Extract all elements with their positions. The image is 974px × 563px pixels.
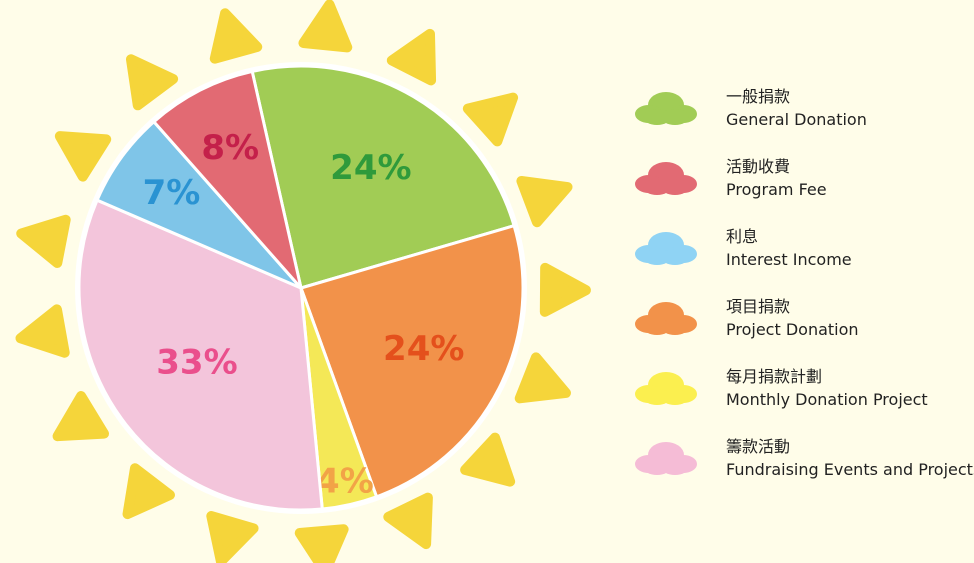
sun-ray xyxy=(383,492,433,550)
slice-label: 24% xyxy=(383,329,464,369)
pie-slice xyxy=(151,69,303,289)
legend-label-en: Program Fee xyxy=(726,180,827,199)
sun-ray xyxy=(539,262,591,317)
sun-ray xyxy=(386,28,437,86)
cloud-part xyxy=(661,389,689,405)
legend-label-en: Interest Income xyxy=(726,250,852,269)
legend-icon xyxy=(635,162,697,195)
legend-label-en: General Donation xyxy=(726,110,867,129)
legend-label-zh: 項目捐款 xyxy=(726,297,790,316)
sun-ray xyxy=(460,432,516,487)
legend-label-zh: 活動收費 xyxy=(726,157,790,176)
sun-ray xyxy=(16,214,71,268)
cloud-part xyxy=(661,249,689,265)
sun-ray xyxy=(294,524,349,563)
slice-label: 7% xyxy=(143,173,201,213)
cloud-part xyxy=(661,319,689,335)
legend-icon xyxy=(635,302,697,335)
sun-ray xyxy=(516,175,573,228)
legend: 一般捐款 General Donation 活動收費 Program Fee 利息 Int… xyxy=(635,87,974,479)
slice-label: 33% xyxy=(156,342,237,382)
sun-ray xyxy=(125,54,179,111)
cloud-part xyxy=(661,459,689,475)
sun-ray xyxy=(462,92,519,147)
pie-slice xyxy=(77,198,324,512)
slice-label: 4% xyxy=(316,461,374,501)
cloud-part xyxy=(661,109,689,125)
sun-ray xyxy=(122,463,175,520)
pie: 24% 24% 4% 33% 7%8% xyxy=(77,64,525,512)
pie-slice xyxy=(250,64,516,290)
legend-label-zh: 利息 xyxy=(726,227,758,246)
sun-ray xyxy=(298,0,353,53)
legend-label-en: Monthly Donation Project xyxy=(726,390,928,409)
sun-ray xyxy=(206,510,259,563)
slice-label: 24% xyxy=(330,148,411,188)
legend-label-zh: 籌款活動 xyxy=(726,437,790,456)
pie-slice xyxy=(299,223,525,499)
slice-label: 8% xyxy=(201,128,259,168)
legend-icon xyxy=(635,442,697,475)
legend-label-en: Project Donation xyxy=(726,320,859,339)
legend-label-zh: 一般捐款 xyxy=(726,87,790,106)
legend-icon xyxy=(635,92,697,125)
legend-icon xyxy=(635,372,697,405)
sun-ray xyxy=(209,8,263,64)
cloud-part xyxy=(661,179,689,195)
sun-ray xyxy=(514,352,571,404)
sun-ray xyxy=(52,391,110,442)
sun-ray xyxy=(54,131,112,182)
legend-label-zh: 每月捐款計劃 xyxy=(726,367,822,386)
sun-ray xyxy=(15,304,70,358)
legend-label-en: Fundraising Events and Projects xyxy=(726,460,974,479)
legend-icon xyxy=(635,232,697,265)
